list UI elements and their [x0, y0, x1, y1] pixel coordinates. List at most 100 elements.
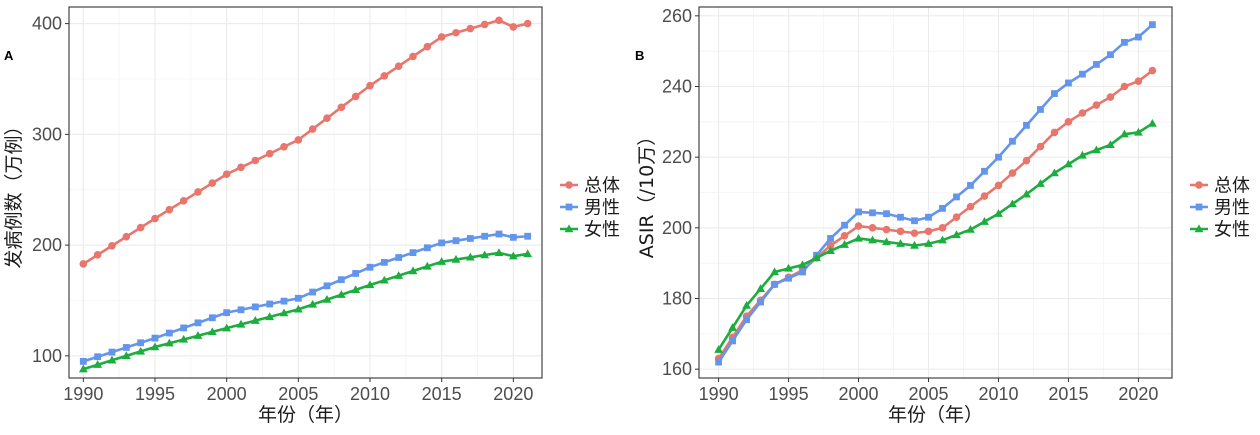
data-point: [294, 136, 303, 144]
data-point: [223, 309, 231, 317]
data-point: [1022, 189, 1031, 198]
data-point: [94, 353, 102, 361]
data-point: [337, 103, 346, 112]
data-point: [799, 268, 806, 276]
data-point: [294, 294, 302, 302]
data-point: [728, 323, 737, 331]
data-point: [265, 312, 275, 321]
data-point: [812, 253, 821, 262]
data-point: [1107, 51, 1114, 59]
data-point: [854, 233, 863, 242]
data-point: [1120, 82, 1129, 91]
x-tick-label: 2000: [839, 384, 879, 404]
legend-label: 总体: [584, 176, 620, 197]
data-point: [236, 319, 246, 328]
legend-item: 总体: [1190, 176, 1250, 197]
data-point: [293, 304, 303, 313]
data-point: [1134, 77, 1143, 85]
data-point: [452, 237, 460, 245]
data-point: [523, 19, 532, 28]
legend-item: 男性: [560, 198, 620, 219]
y-tick-label: 200: [32, 235, 62, 255]
x-tick-label: 2020: [1118, 384, 1158, 404]
legend-item: 女性: [1190, 220, 1250, 241]
data-point: [925, 213, 932, 221]
data-point: [309, 288, 317, 296]
data-point: [966, 202, 975, 211]
data-point: [509, 233, 517, 241]
data-point: [365, 280, 375, 289]
data-point: [108, 348, 116, 356]
data-point: [323, 282, 331, 290]
data-point: [151, 334, 159, 342]
data-point: [1064, 159, 1073, 168]
data-point: [352, 270, 360, 277]
data-point: [729, 337, 736, 345]
data-point: [1106, 140, 1115, 148]
legend-label: 男性: [1214, 198, 1250, 219]
data-point: [1037, 106, 1044, 113]
data-point: [395, 254, 403, 261]
legend-key-marker: [1195, 203, 1203, 211]
x-tick-label: 2010: [350, 384, 390, 404]
data-point: [924, 227, 933, 236]
data-point: [222, 170, 231, 179]
y-tick-label: 200: [662, 218, 692, 238]
data-point: [137, 339, 145, 347]
data-point: [323, 114, 331, 122]
data-point: [1036, 142, 1045, 151]
data-point: [523, 249, 533, 258]
data-point: [1092, 101, 1101, 109]
data-point: [93, 251, 102, 259]
data-point: [869, 209, 876, 217]
data-point: [494, 248, 504, 257]
data-point: [1065, 79, 1072, 87]
data-point: [742, 300, 751, 309]
x-axis-title: 年份（年）: [888, 404, 983, 426]
data-point: [251, 303, 259, 311]
data-point: [855, 208, 862, 216]
data-point: [194, 188, 202, 196]
data-point: [108, 241, 116, 250]
data-point: [480, 250, 490, 259]
x-tick-label: 2010: [978, 384, 1018, 404]
data-point: [910, 240, 919, 249]
legend-key-marker: [565, 203, 573, 211]
data-point: [1064, 118, 1073, 126]
data-point: [481, 232, 489, 240]
data-point: [784, 263, 793, 272]
data-point: [714, 345, 723, 353]
data-point: [122, 344, 130, 351]
data-point: [770, 267, 779, 276]
data-point: [409, 249, 417, 257]
data-point: [509, 23, 518, 31]
legend-label: 总体: [1214, 176, 1250, 197]
panel-border: [68, 6, 543, 379]
y-tick-label: 260: [662, 6, 692, 26]
legend-item: 男性: [1190, 198, 1250, 219]
data-point: [495, 230, 503, 238]
data-point: [841, 221, 848, 229]
data-point: [451, 254, 461, 263]
data-point: [408, 266, 418, 275]
data-point: [896, 227, 905, 236]
legend-key-marker: [1194, 224, 1204, 233]
data-point: [911, 217, 918, 225]
data-point: [150, 342, 160, 351]
data-point: [151, 214, 159, 223]
data-point: [994, 209, 1003, 217]
x-tick-label: 2005: [908, 384, 948, 404]
data-point: [952, 213, 961, 222]
x-tick-label: 2020: [493, 384, 533, 404]
data-point: [1120, 129, 1129, 138]
data-point: [952, 230, 961, 239]
data-point: [351, 285, 361, 294]
data-point: [938, 235, 947, 244]
y-axis-title: 发病例数（万例）: [3, 116, 25, 268]
data-point: [266, 300, 274, 308]
data-point: [524, 232, 532, 240]
data-point: [980, 217, 989, 225]
data-point: [208, 179, 217, 187]
data-point: [868, 224, 877, 232]
